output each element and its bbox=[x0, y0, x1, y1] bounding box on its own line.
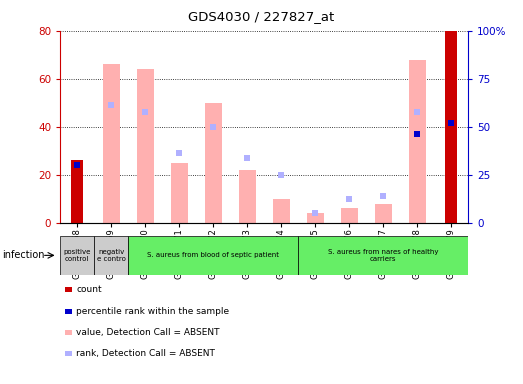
Bar bbox=[137, 69, 154, 223]
Bar bbox=[103, 64, 120, 223]
Text: positive
control: positive control bbox=[63, 249, 91, 262]
Bar bbox=[65, 329, 72, 335]
Bar bbox=[60, 236, 94, 275]
Bar bbox=[170, 163, 188, 223]
Bar bbox=[298, 236, 468, 275]
Bar bbox=[204, 103, 222, 223]
Bar bbox=[374, 204, 392, 223]
Text: rank, Detection Call = ABSENT: rank, Detection Call = ABSENT bbox=[76, 349, 215, 358]
Bar bbox=[94, 236, 128, 275]
Text: S. aureus from blood of septic patient: S. aureus from blood of septic patient bbox=[147, 252, 279, 258]
Bar bbox=[65, 287, 72, 293]
Text: GDS4030 / 227827_at: GDS4030 / 227827_at bbox=[188, 10, 335, 23]
Bar bbox=[340, 208, 358, 223]
Bar bbox=[65, 309, 72, 313]
Bar bbox=[306, 213, 324, 223]
Bar bbox=[408, 60, 426, 223]
Bar bbox=[445, 31, 457, 223]
Bar bbox=[65, 351, 72, 356]
Bar bbox=[272, 199, 290, 223]
Bar bbox=[238, 170, 256, 223]
Text: infection: infection bbox=[3, 250, 45, 260]
Text: S. aureus from nares of healthy
carriers: S. aureus from nares of healthy carriers bbox=[328, 249, 438, 262]
Bar bbox=[128, 236, 298, 275]
Text: count: count bbox=[76, 285, 102, 295]
Text: percentile rank within the sample: percentile rank within the sample bbox=[76, 306, 230, 316]
Text: negativ
e contro: negativ e contro bbox=[97, 249, 126, 262]
Text: value, Detection Call = ABSENT: value, Detection Call = ABSENT bbox=[76, 328, 220, 337]
Bar bbox=[71, 161, 83, 223]
